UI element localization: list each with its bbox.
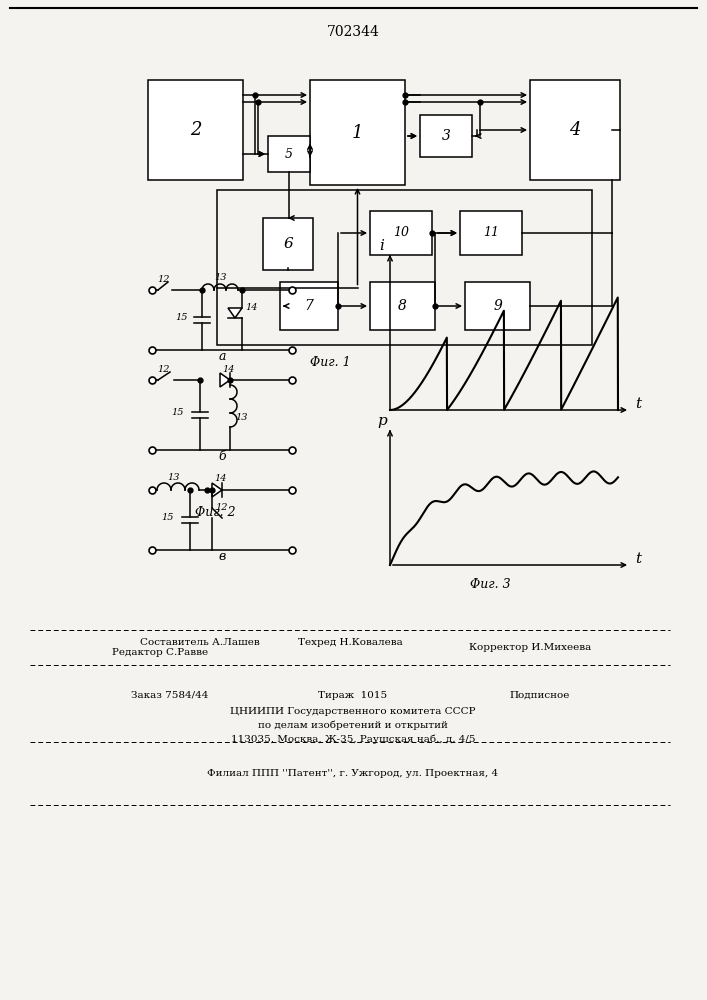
Text: Корректор И.Михеева: Корректор И.Михеева	[469, 643, 591, 652]
Text: 5: 5	[285, 147, 293, 160]
Text: 13: 13	[167, 473, 180, 482]
Bar	[370, 282, 435, 330]
Text: 14: 14	[214, 474, 226, 483]
Text: по делам изобретений и открытий: по делам изобретений и открытий	[258, 721, 448, 730]
Bar	[148, 80, 243, 180]
Text: 15: 15	[176, 313, 188, 322]
Text: Заказ 7584/44: Заказ 7584/44	[132, 691, 209, 700]
Bar	[280, 282, 338, 330]
Bar	[263, 218, 313, 270]
Text: 6: 6	[283, 237, 293, 251]
Bar	[370, 211, 432, 255]
Text: 3: 3	[442, 129, 450, 143]
Text: 7: 7	[305, 299, 313, 313]
Text: 13: 13	[214, 273, 226, 282]
Text: 14: 14	[222, 365, 235, 374]
Bar	[268, 136, 310, 172]
Bar	[310, 80, 405, 185]
Text: 13: 13	[235, 413, 247, 422]
Text: Φиг. 1: Φиг. 1	[310, 356, 350, 368]
Text: 4: 4	[569, 121, 580, 139]
Text: а: а	[218, 350, 226, 363]
Bar	[530, 80, 620, 180]
Text: 15: 15	[172, 408, 185, 417]
Text: 1: 1	[352, 123, 363, 141]
Text: t: t	[635, 552, 641, 566]
Bar	[465, 282, 530, 330]
Text: ЦНИИПИ Государственного комитета СССР: ЦНИИПИ Государственного комитета СССР	[230, 707, 476, 716]
Text: Подписное: Подписное	[510, 691, 570, 700]
Polygon shape	[228, 308, 242, 318]
Bar	[420, 115, 472, 157]
Text: 702344: 702344	[327, 25, 380, 39]
Bar	[460, 211, 522, 255]
Text: 11: 11	[483, 227, 499, 239]
Text: Редактор С.Равве: Редактор С.Равве	[112, 648, 208, 657]
Text: 12: 12	[215, 503, 228, 512]
Text: 9: 9	[493, 299, 502, 313]
Text: Составитель А.Лашев: Составитель А.Лашев	[140, 638, 260, 647]
Text: i: i	[380, 239, 385, 253]
Text: p: p	[377, 414, 387, 428]
Text: 113035, Москва, Ж-35, Раушская наб., д. 4/5: 113035, Москва, Ж-35, Раушская наб., д. …	[230, 735, 475, 744]
Text: 2: 2	[189, 121, 201, 139]
Text: 8: 8	[398, 299, 407, 313]
Text: 10: 10	[393, 227, 409, 239]
Text: 12: 12	[157, 365, 170, 374]
Text: 12: 12	[157, 275, 170, 284]
Text: 14: 14	[245, 303, 257, 312]
Bar	[217, 190, 592, 345]
Polygon shape	[220, 373, 230, 387]
Text: Филиал ППП ''Патент'', г. Ужгород, ул. Проектная, 4: Филиал ППП ''Патент'', г. Ужгород, ул. П…	[207, 769, 498, 778]
Text: Φиг. 3: Φиг. 3	[469, 578, 510, 591]
Text: в: в	[218, 550, 226, 563]
Polygon shape	[212, 483, 222, 497]
Text: Φиг. 2: Φиг. 2	[194, 506, 235, 518]
Text: Техред Н.Ковалева: Техред Н.Ковалева	[298, 638, 402, 647]
Text: t: t	[635, 397, 641, 411]
Text: б: б	[218, 450, 226, 463]
Text: 15: 15	[162, 513, 174, 522]
Text: Тираж  1015: Тираж 1015	[318, 691, 387, 700]
